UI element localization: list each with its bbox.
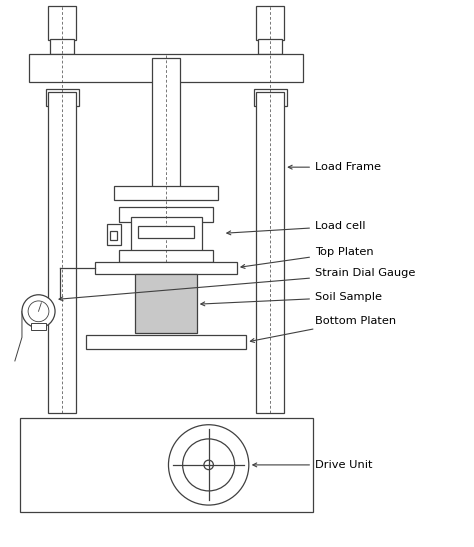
Bar [29,54,303,82]
Text: Load cell: Load cell [227,221,365,235]
Bar [95,261,237,274]
Text: Drive Unit: Drive Unit [253,460,373,470]
Circle shape [182,439,235,491]
Bar [256,91,284,413]
Text: Strain Dial Gauge: Strain Dial Gauge [59,269,415,301]
Bar [107,224,121,245]
Bar [131,217,201,252]
Bar [152,59,180,191]
Bar [110,231,118,241]
Bar [256,7,284,39]
Bar [258,39,282,54]
Bar [31,323,46,330]
Bar [46,89,79,106]
Bar [138,226,194,238]
Bar [254,89,287,106]
Bar [48,7,76,39]
Text: Load Frame: Load Frame [288,162,381,172]
Bar [114,186,218,200]
Bar [50,39,74,54]
Circle shape [28,301,49,322]
Text: Soil Sample: Soil Sample [201,292,382,306]
Text: Bottom Platen: Bottom Platen [250,316,396,342]
Bar [136,274,197,333]
Circle shape [22,295,55,328]
Bar [48,91,76,413]
Bar [119,250,213,261]
Bar [19,418,313,512]
Circle shape [168,424,249,505]
Bar [119,207,213,222]
Text: Top Platen: Top Platen [241,247,374,269]
Bar [86,335,246,349]
Circle shape [204,460,213,470]
